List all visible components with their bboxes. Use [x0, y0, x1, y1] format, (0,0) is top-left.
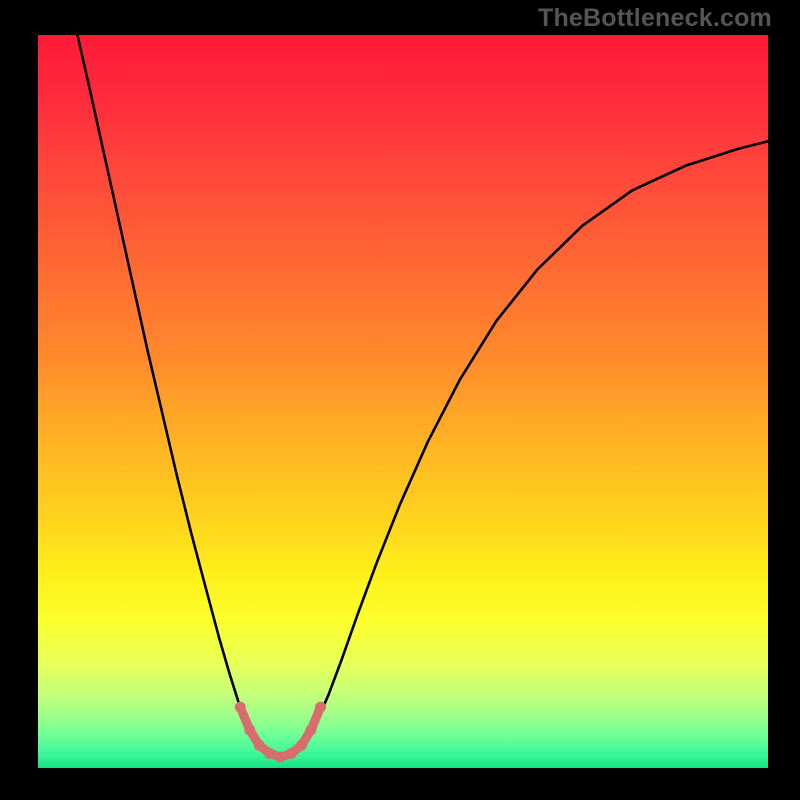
optimal-marker — [264, 748, 275, 759]
optimal-marker — [315, 702, 326, 713]
optimal-marker — [235, 702, 246, 713]
chart-frame: TheBottleneck.com — [0, 0, 800, 800]
optimal-marker — [275, 752, 286, 763]
plot-area — [38, 35, 768, 768]
optimal-marker — [244, 724, 255, 735]
optimal-marker — [286, 748, 297, 759]
optimal-marker — [306, 724, 317, 735]
optimal-marker — [296, 740, 307, 751]
plot-svg — [38, 35, 768, 768]
watermark-text: TheBottleneck.com — [538, 4, 772, 33]
optimal-marker — [254, 740, 265, 751]
gradient-background — [38, 35, 768, 768]
